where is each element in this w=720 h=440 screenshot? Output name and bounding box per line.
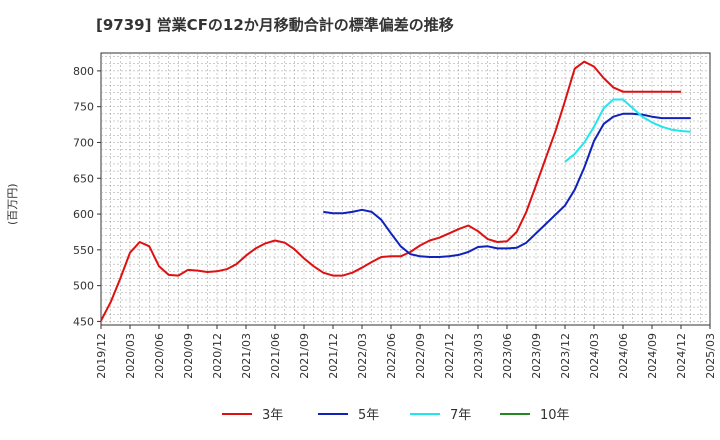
- x-tick-label: 2025/03: [704, 333, 717, 379]
- legend-label-4: 10年: [540, 408, 570, 423]
- x-tick-label: 2021/06: [269, 333, 282, 379]
- y-tick-label: 500: [73, 280, 94, 293]
- y-tick-label: 750: [73, 101, 94, 114]
- x-tick-label: 2023/06: [501, 333, 514, 379]
- x-tick-label: 2022/03: [356, 333, 369, 379]
- series-line-2: [323, 112, 691, 258]
- x-tick-label: 2024/12: [675, 333, 688, 379]
- y-tick-label: 550: [73, 244, 94, 257]
- series-line-3: [564, 98, 691, 163]
- y-tick-label: 800: [73, 65, 94, 78]
- x-tick-label: 2023/12: [559, 333, 572, 379]
- x-tick-label: 2019/12: [95, 333, 108, 379]
- legend-label-2: 5年: [358, 408, 379, 423]
- x-tick-label: 2021/09: [298, 333, 311, 379]
- x-tick-label: 2024/09: [646, 333, 659, 379]
- x-tick-label: 2023/03: [472, 333, 485, 379]
- chart-title: [9739] 営業CFの12か月移動合計の標準偏差の推移: [96, 16, 454, 34]
- y-tick-label: 450: [73, 315, 94, 328]
- x-tick-label: 2022/12: [443, 333, 456, 379]
- x-tick-label: 2022/06: [385, 333, 398, 379]
- y-tick-label: 600: [73, 208, 94, 221]
- y-tick-label: 650: [73, 172, 94, 185]
- legend-label-1: 3年: [262, 408, 283, 423]
- x-tick-label: 2021/12: [327, 333, 340, 379]
- x-tick-label: 2024/06: [617, 333, 630, 379]
- legend-label-3: 7年: [450, 408, 471, 423]
- x-tick-label: 2020/12: [211, 333, 224, 379]
- x-tick-label: 2020/06: [153, 333, 166, 379]
- x-tick-label: 2022/09: [414, 333, 427, 379]
- x-tick-label: 2023/09: [530, 333, 543, 379]
- series-line-1: [100, 60, 681, 322]
- x-tick-label: 2024/03: [588, 333, 601, 379]
- x-tick-label: 2020/03: [124, 333, 137, 379]
- x-tick-label: 2021/03: [240, 333, 253, 379]
- y-tick-label: 700: [73, 136, 94, 149]
- x-tick-label: 2020/09: [182, 333, 195, 379]
- plot-frame: [100, 52, 711, 326]
